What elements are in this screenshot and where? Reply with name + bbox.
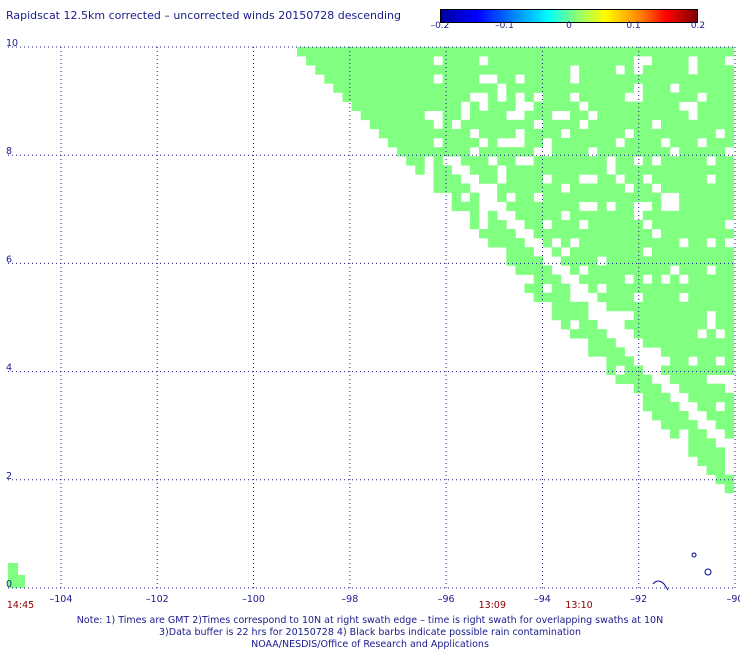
x-tick-label: –92	[630, 594, 647, 605]
colorbar-tick: 0.2	[690, 21, 706, 31]
y-tick-label: 6	[6, 254, 12, 265]
colorbar	[440, 9, 698, 23]
swath-cells	[8, 47, 735, 588]
colorbar-tick: 0	[566, 21, 572, 31]
colorbar-tick: 0.1	[626, 21, 641, 31]
y-tick-label: 10	[6, 38, 18, 49]
note-line-3: NOAA/NESDIS/Office of Research and Appli…	[251, 639, 489, 650]
x-tick-label: –94	[534, 594, 551, 605]
y-tick-label: 0	[6, 579, 12, 590]
coastline	[652, 580, 669, 591]
note-line-2: 3)Data buffer is 22 hrs for 20150728 4) …	[159, 627, 581, 638]
swath-time-label: 13:09	[478, 600, 507, 611]
x-tick-label: –96	[438, 594, 455, 605]
x-tick-label: –100	[242, 594, 265, 605]
x-tick-label: –102	[146, 594, 169, 605]
note-line-1: Note: 1) Times are GMT 2)Times correspon…	[76, 615, 664, 626]
colorbar-tick: –0.1	[495, 21, 514, 31]
y-tick-label: 4	[6, 363, 12, 374]
y-tick-label: 8	[6, 146, 12, 157]
swath-time-label: 14:45	[6, 600, 35, 611]
map-title: Rapidscat 12.5km corrected – uncorrected…	[6, 9, 402, 22]
island-marker	[691, 552, 697, 558]
x-tick-label: –98	[341, 594, 358, 605]
x-tick-label: –90	[727, 594, 740, 605]
y-tick-label: 2	[6, 471, 12, 482]
x-tick-label: –104	[50, 594, 73, 605]
island-marker	[704, 568, 712, 576]
swath-time-label: 13:10	[565, 600, 593, 611]
colorbar-tick: –0.2	[430, 21, 450, 31]
